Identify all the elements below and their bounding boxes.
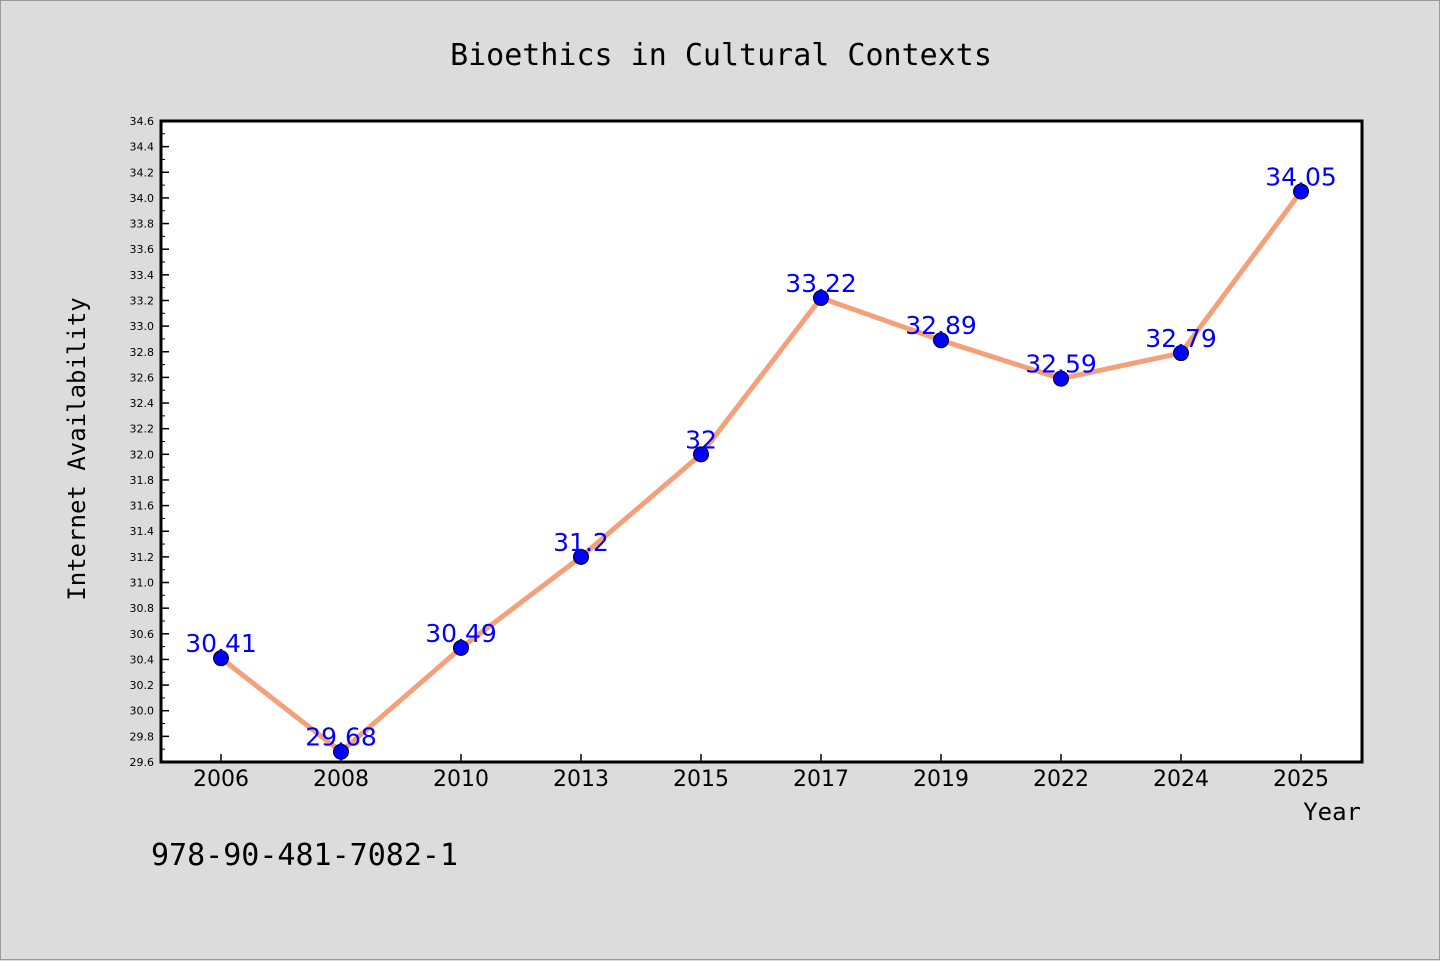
data-point [213,650,229,667]
data-label: 30.49 [425,619,497,648]
y-tick-label: 34.6 [130,115,155,128]
y-tick-label: 34.4 [130,141,155,154]
y-tick-label: 33.2 [130,294,155,307]
y-tick-label: 32.2 [130,423,155,436]
data-point [813,289,829,306]
y-tick-label: 29.6 [130,756,155,769]
y-tick-label: 30.4 [130,653,155,666]
x-tick-label: 2006 [193,767,249,792]
y-tick-label: 30.8 [130,602,155,615]
x-axis: 2006 2008 2010 2013 2015 2017 2019 2022 2024 2025 [193,754,1329,792]
data-label: 29.68 [305,723,377,752]
data-label: 32.79 [1145,324,1217,353]
y-tick-label: 31.8 [130,474,155,487]
chart-title: Bioethics in Cultural Contexts [450,38,992,73]
x-tick-label: 2024 [1153,767,1209,792]
y-tick-label: 34.2 [130,166,155,179]
y-tick-label: 29.8 [130,730,155,743]
x-tick-label: 2022 [1033,767,1089,792]
y-tick-label: 33.6 [130,243,155,256]
y-tick-label: 31.2 [130,551,155,564]
data-point [1173,345,1189,362]
y-tick-label: 32.4 [130,397,155,410]
data-point [573,548,589,565]
data-label: 33.22 [785,269,857,298]
x-tick-label: 2010 [433,767,489,792]
x-tick-label: 2013 [553,767,609,792]
series-line [219,190,1304,755]
data-point [1053,370,1069,387]
y-tick-label: 33.4 [130,269,155,282]
y-tick-label: 32.8 [130,346,155,359]
y-tick-label: 31.0 [130,577,155,590]
plot-area [159,119,1364,764]
x-tick-label: 2025 [1273,767,1329,792]
data-label: 34.05 [1265,163,1337,192]
x-tick-label: 2017 [793,767,849,792]
x-tick-label: 2015 [673,767,729,792]
data-markers [213,183,1309,760]
x-tick-label: 2008 [313,767,369,792]
data-point [933,332,949,349]
y-tick-label: 32.0 [130,448,155,461]
data-labels: 30.41 29.68 30.49 31.2 32 33.22 32.89 32.59 32.7… [185,163,1337,752]
y-axis: 29.6 29.8 30.0 30.2 30.4 30.6 30.8 31.0 31.2 31.4… [130,115,169,769]
isbn-annotation: 978-90-481-7082-1 [151,838,458,873]
x-tick-label: 2019 [913,767,969,792]
y-tick-label: 32.6 [130,371,155,384]
x-axis-label: Year [1303,798,1361,826]
data-label: 31.2 [553,528,609,557]
y-axis-label: Internet Availability [63,297,91,600]
y-tick-label: 31.6 [130,500,155,513]
y-tick-label: 30.2 [130,679,155,692]
y-tick-label: 34.0 [130,192,155,205]
data-point [453,639,469,656]
data-label: 32 [685,425,717,454]
y-tick-label: 31.4 [130,525,155,538]
y-tick-label: 33.8 [130,218,155,231]
data-label: 30.41 [185,629,257,658]
data-label: 32.89 [905,311,977,340]
data-point [333,743,349,760]
data-point [693,446,709,463]
data-point [1293,183,1309,200]
y-tick-label: 30.0 [130,705,155,718]
data-label: 32.59 [1025,350,1097,379]
y-tick-label: 33.0 [130,320,155,333]
y-tick-label: 30.6 [130,628,155,641]
